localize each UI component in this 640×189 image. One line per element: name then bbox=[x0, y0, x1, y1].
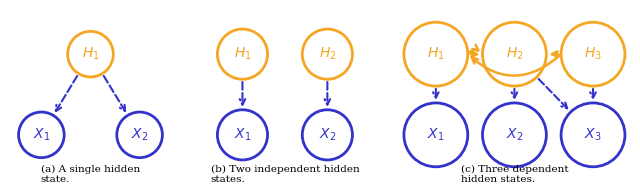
FancyArrowPatch shape bbox=[470, 45, 478, 52]
FancyArrowPatch shape bbox=[472, 56, 559, 76]
Text: (a) A single hidden
state.: (a) A single hidden state. bbox=[41, 165, 140, 184]
FancyArrowPatch shape bbox=[324, 82, 330, 105]
FancyArrowPatch shape bbox=[104, 76, 125, 111]
FancyArrowPatch shape bbox=[511, 89, 517, 98]
FancyArrowPatch shape bbox=[56, 76, 77, 111]
Text: $H_1$: $H_1$ bbox=[234, 46, 252, 62]
FancyArrowPatch shape bbox=[590, 89, 596, 98]
Text: $X_2$: $X_2$ bbox=[319, 127, 336, 143]
Text: $H_2$: $H_2$ bbox=[319, 46, 336, 62]
Text: (b) Two independent hidden
states.: (b) Two independent hidden states. bbox=[211, 165, 359, 184]
Text: $H_1$: $H_1$ bbox=[82, 46, 99, 62]
Text: $H_3$: $H_3$ bbox=[584, 46, 602, 62]
FancyArrowPatch shape bbox=[240, 82, 245, 105]
FancyArrowPatch shape bbox=[539, 79, 567, 108]
Text: $X_1$: $X_1$ bbox=[427, 127, 445, 143]
Text: $X_3$: $X_3$ bbox=[584, 127, 602, 143]
FancyArrowPatch shape bbox=[433, 89, 438, 98]
Text: $H_1$: $H_1$ bbox=[427, 46, 445, 62]
Text: $X_2$: $X_2$ bbox=[131, 127, 148, 143]
Text: $X_2$: $X_2$ bbox=[506, 127, 523, 143]
Text: $H_2$: $H_2$ bbox=[506, 46, 524, 62]
FancyArrowPatch shape bbox=[552, 51, 558, 57]
Text: $X_1$: $X_1$ bbox=[33, 127, 50, 143]
Text: (c) Three dependent
hidden states.: (c) Three dependent hidden states. bbox=[461, 165, 568, 184]
Text: $X_1$: $X_1$ bbox=[234, 127, 251, 143]
FancyArrowPatch shape bbox=[470, 51, 477, 57]
